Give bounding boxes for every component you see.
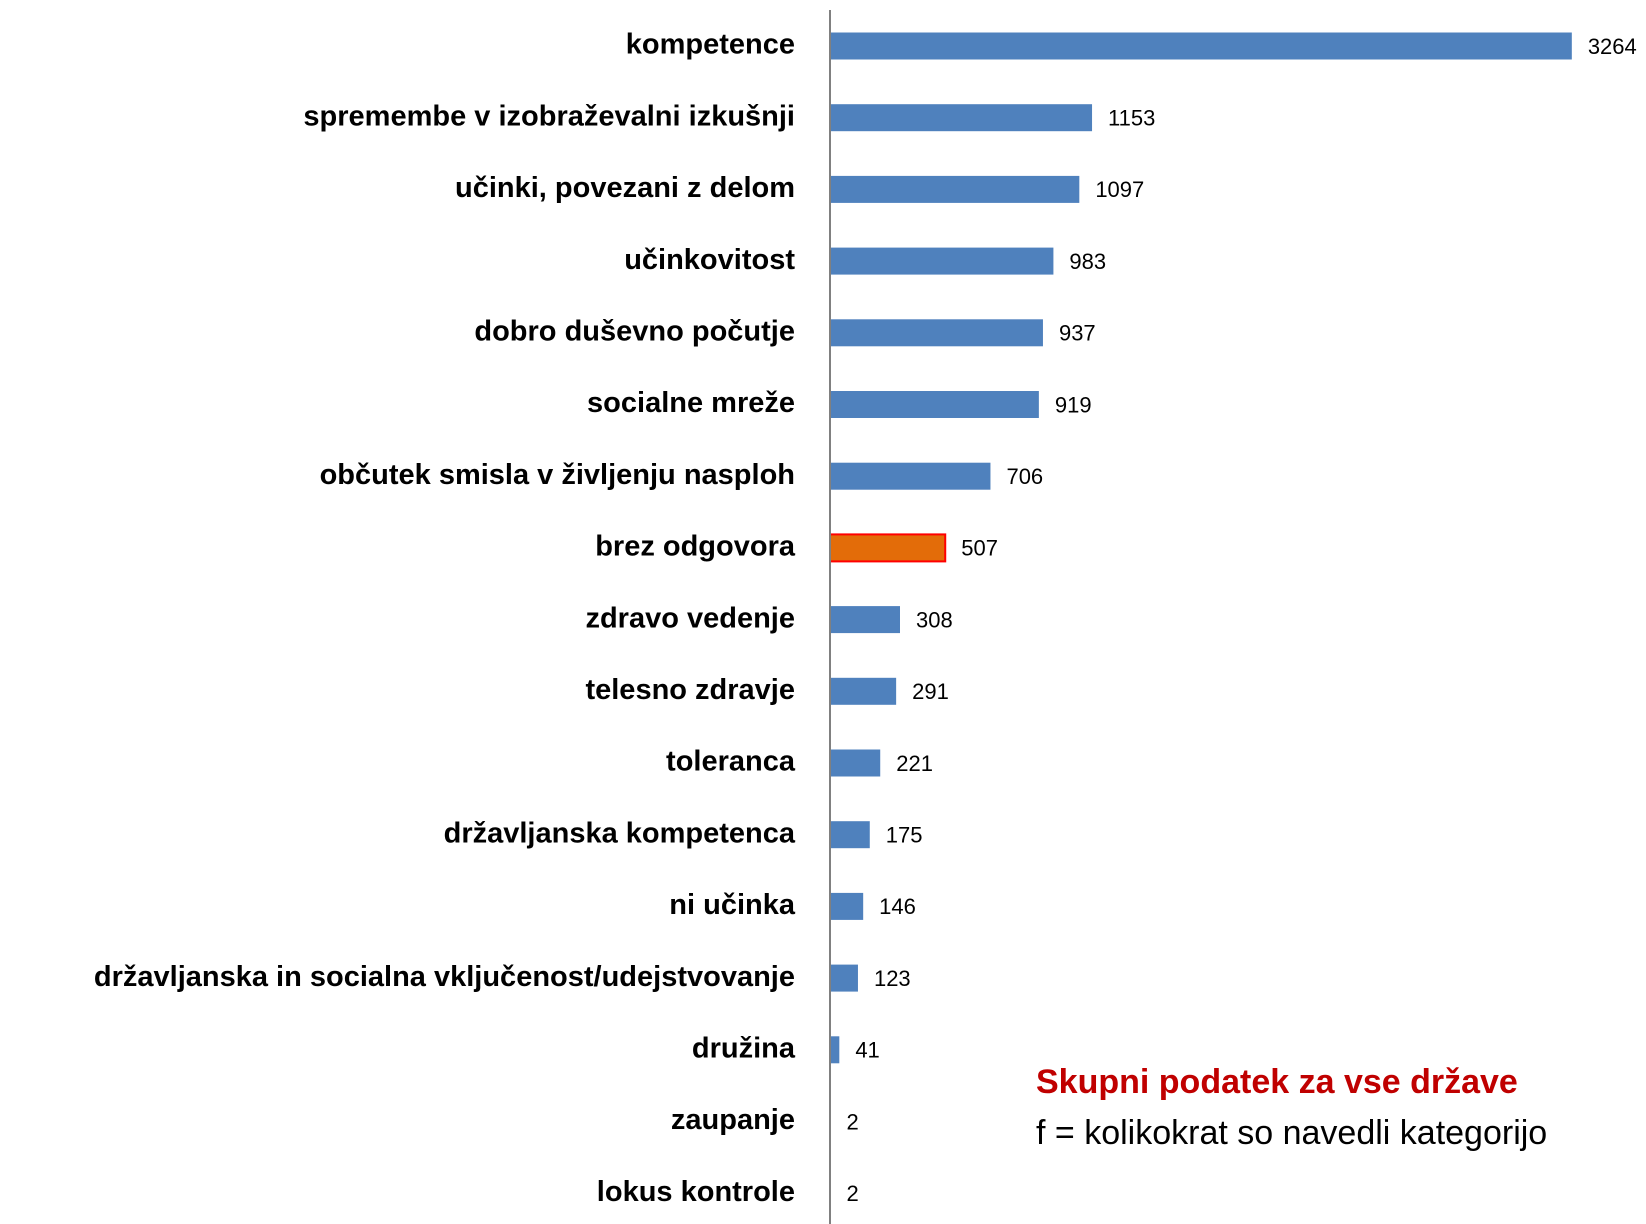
bar	[830, 104, 1093, 132]
bar	[830, 1036, 840, 1064]
value-label: 221	[896, 751, 933, 776]
value-label: 2	[846, 1181, 858, 1206]
value-label: 507	[961, 536, 998, 561]
value-label: 308	[916, 607, 953, 632]
value-label: 1097	[1095, 177, 1144, 202]
bar	[830, 175, 1080, 203]
bar	[830, 964, 858, 992]
category-label: spremembe v izobraževalni izkušnji	[303, 100, 795, 132]
value-label: 983	[1069, 249, 1106, 274]
bar	[830, 892, 864, 920]
category-label: dobro duševno počutje	[474, 315, 795, 347]
value-label: 2	[846, 1109, 858, 1134]
category-label: socialne mreže	[587, 387, 795, 419]
value-label: 3264	[1588, 34, 1637, 59]
value-label: 706	[1006, 464, 1043, 489]
bar	[830, 677, 897, 705]
bar	[830, 821, 870, 849]
category-label: učinki, povezani z delom	[455, 172, 795, 204]
value-label: 123	[874, 966, 911, 991]
category-label: državljanska in socialna vključenost/ude…	[94, 961, 795, 993]
value-label: 1153	[1108, 106, 1155, 131]
value-label: 41	[855, 1038, 879, 1063]
bar	[830, 247, 1054, 275]
category-label: občutek smisla v življenju nasploh	[320, 459, 795, 491]
value-label: 919	[1055, 392, 1092, 417]
category-label: telesno zdravje	[585, 674, 795, 706]
bar	[830, 32, 1572, 60]
value-label: 146	[879, 894, 916, 919]
annotation-note: f = kolikokrat so navedli kategorijo	[1036, 1114, 1547, 1152]
value-label: 291	[912, 679, 949, 704]
category-label: kompetence	[626, 29, 795, 61]
category-label: ni učinka	[669, 889, 796, 921]
value-label: 937	[1059, 321, 1096, 346]
category-label: lokus kontrole	[597, 1176, 795, 1208]
bar	[830, 319, 1043, 347]
category-label: učinkovitost	[624, 244, 795, 276]
annotation-title: Skupni podatek za vse države	[1036, 1063, 1518, 1101]
bar	[829, 533, 947, 563]
category-label: družina	[692, 1032, 796, 1064]
category-label: zdravo vedenje	[585, 602, 795, 634]
bar	[830, 462, 991, 490]
value-label: 175	[886, 823, 923, 848]
bar	[830, 749, 881, 777]
category-label: zaupanje	[671, 1104, 795, 1136]
category-label: državljanska kompetenca	[444, 817, 796, 849]
category-label: brez odgovora	[595, 531, 796, 563]
bar	[830, 391, 1039, 418]
category-label: toleranca	[666, 746, 796, 778]
bar	[830, 606, 900, 634]
